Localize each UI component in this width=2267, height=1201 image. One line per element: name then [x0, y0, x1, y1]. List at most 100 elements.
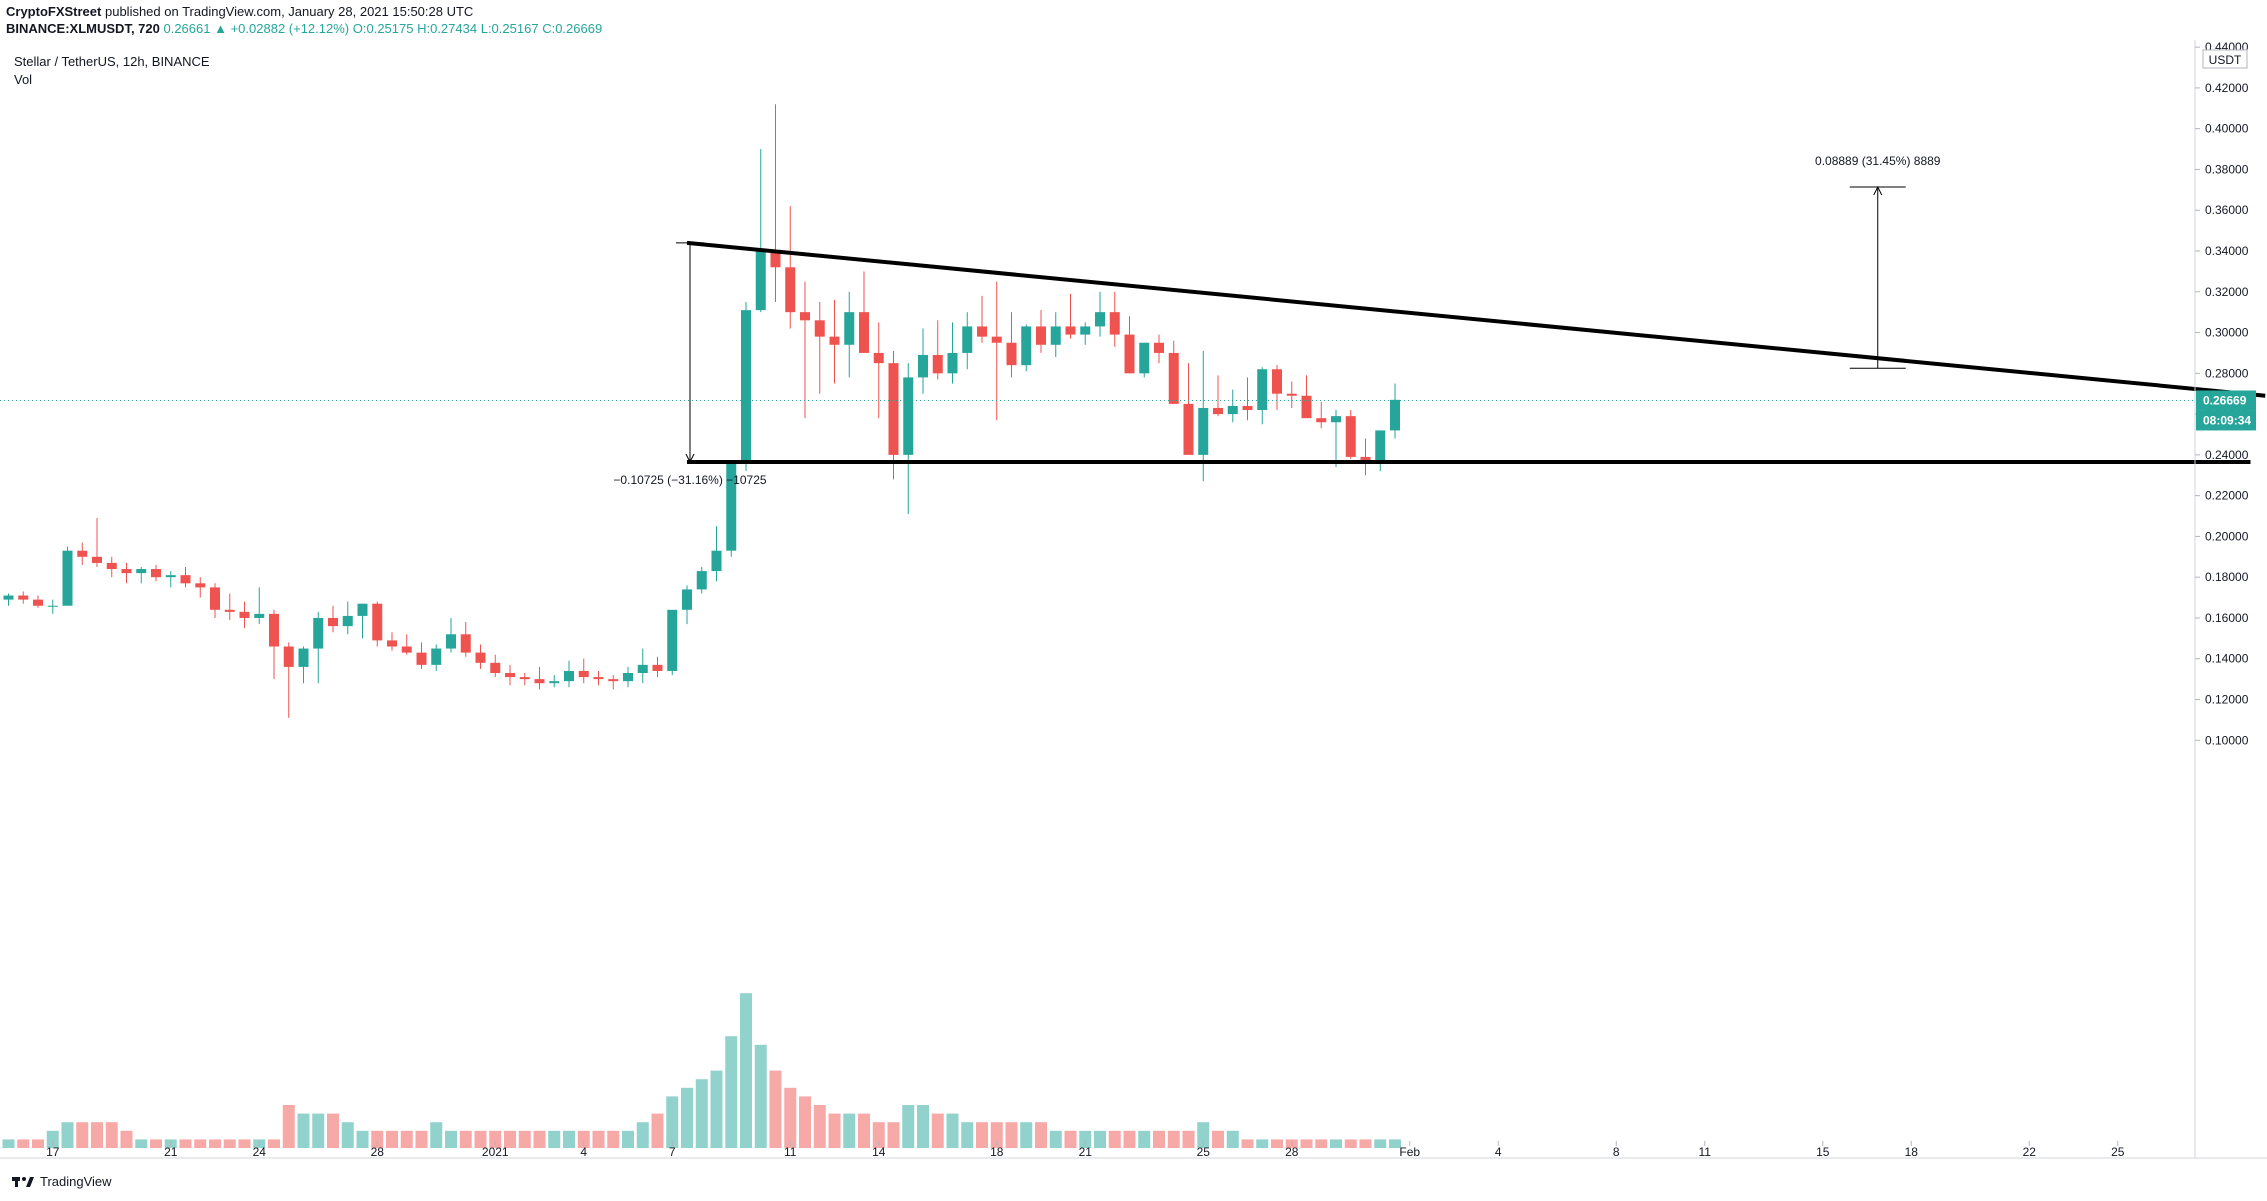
time-tick-label: 21: [1079, 1145, 1093, 1159]
open-label: O:0.25175: [352, 21, 414, 36]
volume-bar: [548, 1130, 561, 1148]
volume-bar: [725, 1036, 738, 1148]
volume-bar: [961, 1122, 974, 1148]
volume-bar: [209, 1139, 221, 1148]
volume-bar: [76, 1122, 89, 1148]
volume-bar: [91, 1122, 103, 1148]
time-tick-label: 28: [371, 1145, 385, 1159]
time-tick-label: 4: [1495, 1145, 1502, 1159]
last-price-tag-label: 0.26669: [2203, 393, 2247, 407]
volume-bar: [636, 1122, 649, 1148]
candle-body: [608, 679, 619, 682]
candle-body: [1257, 369, 1268, 411]
countdown-tag: [2196, 410, 2256, 431]
volume-bar: [282, 1105, 295, 1148]
price-tick-label: 0.22000: [2205, 489, 2249, 503]
candle-body: [254, 613, 265, 618]
volume-bar: [1153, 1130, 1165, 1148]
candle-body: [962, 326, 973, 353]
volume-bar: [931, 1113, 944, 1148]
time-tick-label: 18: [1905, 1145, 1919, 1159]
time-tick-label: 18: [990, 1145, 1004, 1159]
publisher-line: CryptoFXStreet published on TradingView.…: [6, 4, 473, 20]
volume-bar: [710, 1070, 723, 1148]
candle-body: [342, 615, 353, 627]
candle-body: [932, 354, 943, 374]
tradingview-footer[interactable]: TradingView: [12, 1174, 112, 1189]
price-tick-label: 0.28000: [2205, 366, 2249, 380]
volume-bar: [784, 1087, 797, 1148]
symbol-label: BINANCE:XLMUSDT, 720: [6, 21, 160, 36]
volume-bar: [105, 1122, 118, 1148]
volume-bar: [179, 1139, 192, 1148]
volume-bar: [651, 1113, 664, 1148]
candle-body: [1109, 312, 1120, 335]
volume-bar: [1359, 1139, 1372, 1148]
price-tick-label: 0.20000: [2205, 529, 2249, 543]
volume-bar: [1374, 1139, 1387, 1148]
volume-bar: [754, 1044, 767, 1148]
candle-body: [844, 312, 855, 345]
volume-bar: [887, 1122, 900, 1148]
volume-bar: [459, 1130, 472, 1148]
candle-body: [357, 603, 368, 616]
volume-bar: [371, 1130, 384, 1148]
candle-body: [696, 571, 707, 590]
volume-bar: [32, 1139, 44, 1148]
candle-body: [180, 575, 191, 584]
candle-body: [1095, 312, 1105, 327]
volume-bar: [312, 1113, 325, 1148]
volume-bar: [622, 1130, 634, 1148]
candle-body: [313, 617, 324, 649]
candle-body: [991, 336, 1002, 343]
volume-bar: [1049, 1130, 1062, 1148]
candle-body: [1065, 326, 1076, 335]
measure-down-arrow: [685, 453, 695, 464]
volume-bar: [238, 1139, 251, 1148]
publisher-name[interactable]: CryptoFXStreet: [6, 4, 102, 19]
candle-body: [62, 550, 73, 606]
close-label: C:0.26669: [542, 21, 603, 36]
candle-body: [755, 251, 766, 311]
price-tick-label: 0.10000: [2205, 733, 2249, 747]
candle-body: [549, 681, 560, 684]
volume-bar: [577, 1130, 590, 1148]
candle-body: [298, 648, 309, 667]
candle-body: [269, 613, 279, 647]
candle-body: [151, 569, 161, 578]
tradingview-logo-icon: [12, 1176, 34, 1187]
volume-bar: [976, 1122, 988, 1148]
candle-body: [593, 677, 604, 680]
volume-bar: [1344, 1139, 1357, 1148]
candle-body: [416, 652, 427, 665]
candle-body: [873, 352, 884, 364]
volume-bar: [518, 1130, 531, 1148]
volume-bar: [17, 1139, 30, 1148]
volume-bar: [223, 1139, 236, 1148]
candle-body: [1272, 369, 1282, 394]
legend-volume: Vol: [14, 72, 33, 87]
candle-body: [328, 617, 338, 627]
volume-pane: [2, 993, 1401, 1148]
volume-bar: [1226, 1130, 1239, 1148]
price-axis: 0.10000 0.12000 0.14000 0.16000 0.18000 0.200…: [2194, 40, 2256, 1158]
volume-bar: [533, 1130, 546, 1148]
volume-bar: [1256, 1139, 1269, 1148]
candle-body: [918, 354, 928, 378]
volume-bar: [415, 1130, 428, 1148]
price-tick-label: 0.16000: [2205, 611, 2249, 625]
candle-body: [1286, 393, 1297, 396]
time-tick-label: 24: [253, 1145, 267, 1159]
volume-bar: [194, 1139, 207, 1148]
candle-body: [195, 583, 206, 588]
volume-bar: [135, 1139, 148, 1148]
candle-body: [578, 670, 589, 678]
candle-body: [1301, 395, 1312, 419]
volume-bar: [1212, 1130, 1224, 1148]
volume-bar: [489, 1130, 502, 1148]
volume-bar: [1005, 1122, 1018, 1148]
candle-body: [903, 377, 914, 455]
drawings-layer: −0.10725 (−31.16%) −10725 0.08889 (31.45%…: [0, 154, 2266, 487]
price-tick-label: 0.40000: [2205, 122, 2249, 136]
